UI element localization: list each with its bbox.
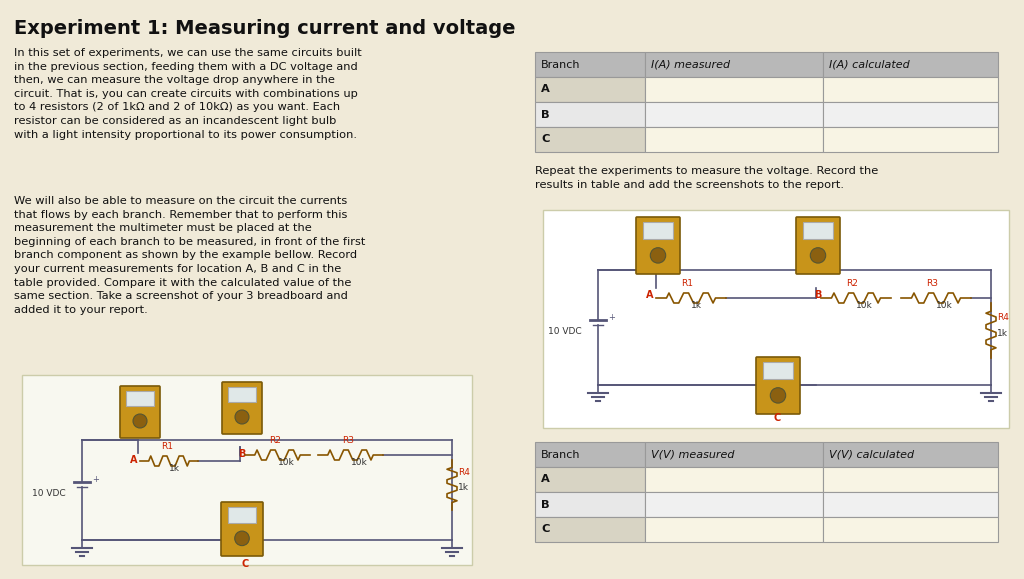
Text: C: C [242, 559, 249, 569]
Bar [643, 222, 673, 239]
Circle shape [234, 410, 249, 424]
Text: 10k: 10k [936, 301, 952, 310]
Text: A: A [646, 290, 653, 300]
Bar [543, 210, 1009, 428]
Text: Experiment 1: Measuring current and voltage: Experiment 1: Measuring current and volt… [14, 19, 515, 38]
Circle shape [770, 388, 785, 403]
FancyBboxPatch shape [636, 217, 680, 274]
Circle shape [810, 248, 825, 263]
Bar [823, 77, 998, 102]
FancyBboxPatch shape [222, 382, 262, 434]
Text: 1k: 1k [169, 464, 180, 473]
Text: 10k: 10k [350, 458, 368, 467]
Text: R2: R2 [269, 436, 282, 445]
Bar [535, 492, 645, 517]
Bar [535, 467, 645, 492]
Text: +: + [92, 475, 99, 485]
Bar [823, 492, 998, 517]
Bar [803, 222, 834, 239]
Bar [645, 492, 823, 517]
Bar [763, 362, 794, 379]
Bar [645, 52, 823, 77]
Bar [823, 102, 998, 127]
Bar [22, 375, 472, 565]
Text: B: B [814, 290, 821, 300]
Text: R1: R1 [681, 279, 693, 288]
Text: R2: R2 [846, 279, 858, 288]
Text: 10k: 10k [278, 458, 294, 467]
Bar [535, 102, 645, 127]
Bar [535, 127, 645, 152]
Bar [823, 517, 998, 542]
Text: R4: R4 [997, 313, 1009, 323]
Text: R1: R1 [161, 442, 173, 451]
Text: In this set of experiments, we can use the same circuits built
in the previous s: In this set of experiments, we can use t… [14, 48, 361, 140]
Bar [823, 442, 998, 467]
Text: I(A) measured: I(A) measured [651, 60, 730, 69]
FancyBboxPatch shape [221, 502, 263, 556]
Text: Branch: Branch [541, 449, 581, 460]
Bar [823, 127, 998, 152]
Bar [645, 77, 823, 102]
Circle shape [133, 414, 147, 428]
Text: 1k: 1k [458, 483, 469, 492]
Text: V(V) calculated: V(V) calculated [829, 449, 914, 460]
Bar [535, 517, 645, 542]
Text: 10 VDC: 10 VDC [548, 328, 582, 336]
Text: R3: R3 [342, 436, 354, 445]
Text: 10 VDC: 10 VDC [32, 489, 66, 497]
Text: Branch: Branch [541, 60, 581, 69]
Text: B: B [238, 449, 246, 459]
Text: C: C [541, 134, 549, 145]
Bar [645, 127, 823, 152]
Bar [535, 442, 645, 467]
Text: 10k: 10k [856, 301, 872, 310]
Text: A: A [130, 455, 137, 465]
Text: Repeat the experiments to measure the voltage. Record the
results in table and a: Repeat the experiments to measure the vo… [535, 166, 879, 189]
Bar [645, 517, 823, 542]
Text: R4: R4 [458, 468, 470, 477]
Text: We will also be able to measure on the circuit the currents
that flows by each b: We will also be able to measure on the c… [14, 196, 366, 315]
Bar [645, 442, 823, 467]
Bar [535, 77, 645, 102]
FancyBboxPatch shape [756, 357, 800, 414]
Text: B: B [541, 109, 550, 119]
Text: V(V) measured: V(V) measured [651, 449, 734, 460]
Text: C: C [541, 525, 549, 534]
Text: B: B [541, 500, 550, 510]
Text: C: C [774, 413, 781, 423]
Text: 1k: 1k [997, 328, 1008, 338]
Bar [228, 387, 256, 402]
Bar [227, 507, 256, 523]
Bar [126, 391, 154, 406]
Bar [535, 52, 645, 77]
Text: R3: R3 [926, 279, 938, 288]
Circle shape [650, 248, 666, 263]
Bar [823, 467, 998, 492]
Text: 1k: 1k [691, 301, 702, 310]
Text: A: A [541, 475, 550, 485]
FancyBboxPatch shape [120, 386, 160, 438]
Bar [823, 52, 998, 77]
Bar [645, 467, 823, 492]
Text: +: + [608, 313, 614, 322]
FancyBboxPatch shape [796, 217, 840, 274]
Text: A: A [541, 85, 550, 94]
Bar [645, 102, 823, 127]
Text: I(A) calculated: I(A) calculated [829, 60, 909, 69]
Circle shape [234, 531, 249, 545]
